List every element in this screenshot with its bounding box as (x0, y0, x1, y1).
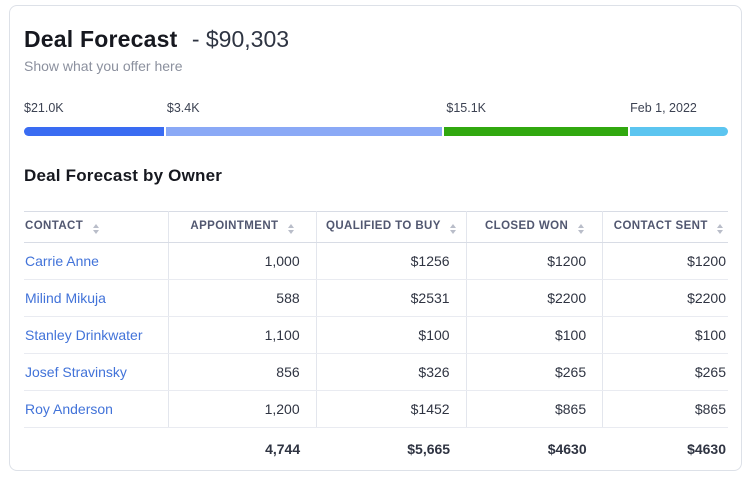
table-section-title: Deal Forecast by Owner (24, 166, 223, 185)
sort-icon[interactable] (288, 224, 295, 234)
table-row: Milind Mikuja 588 $2531 $2200 $2200 (24, 279, 728, 317)
table-header-row: CONTACT APPOINTMENT QUALIFIED TO BUY CLO… (24, 211, 728, 243)
closed-won-value: $1200 (466, 242, 604, 280)
contact-sent-value: $1200 (602, 242, 728, 280)
sort-icon[interactable] (577, 224, 584, 234)
appointment-value: 1,100 (168, 316, 317, 354)
sort-icon[interactable] (717, 224, 724, 234)
total-closed-won: $4630 (547, 441, 587, 457)
appointment-value: 856 (168, 353, 317, 391)
total-appointment: 4,744 (265, 441, 301, 457)
progress-segment-cyan (630, 127, 728, 136)
deal-forecast-table: CONTACT APPOINTMENT QUALIFIED TO BUY CLO… (24, 211, 728, 457)
contact-sent-value: $100 (602, 316, 728, 354)
contact-link[interactable]: Stanley Drinkwater (25, 327, 143, 343)
contact-link[interactable]: Roy Anderson (25, 401, 113, 417)
column-header-appointment[interactable]: APPOINTMENT (168, 211, 317, 243)
appointment-value: 1,000 (168, 242, 317, 280)
contact-sent-value: $265 (602, 353, 728, 391)
contact-link[interactable]: Josef Stravinsky (25, 364, 127, 380)
contact-link[interactable]: Carrie Anne (25, 253, 99, 269)
table-row: Carrie Anne 1,000 $1256 $1200 $1200 (24, 242, 728, 280)
progress-label-date: Feb 1, 2022 (630, 101, 697, 115)
qualified-value: $1256 (316, 242, 467, 280)
progress-segment-lightblue (166, 127, 443, 136)
progress-segment-green (444, 127, 629, 136)
closed-won-value: $265 (466, 353, 604, 391)
column-header-closed-won[interactable]: CLOSED WON (466, 211, 604, 243)
column-header-contact-sent[interactable]: CONTACT SENT (602, 211, 728, 243)
progress-label-closed-won: $15.1K (446, 101, 487, 115)
qualified-value: $100 (316, 316, 467, 354)
table-totals-row: 4,744 $5,665 $4630 $4630 (24, 428, 728, 458)
contact-sent-value: $2200 (602, 279, 728, 317)
contact-link[interactable]: Milind Mikuja (25, 290, 106, 306)
appointment-value: 588 (168, 279, 317, 317)
progress-labels: $21.0K $3.4K $15.1K Feb 1, 2022 (24, 101, 728, 117)
progress-label-appointment: $21.0K (24, 101, 64, 115)
table-row: Josef Stravinsky 856 $326 $265 $265 (24, 353, 728, 391)
qualified-value: $1452 (316, 390, 467, 428)
qualified-value: $2531 (316, 279, 467, 317)
sort-icon[interactable] (450, 224, 457, 234)
totals-spacer (24, 428, 168, 458)
progress-bar (24, 127, 728, 136)
progress-label-qualified: $3.4K (166, 101, 200, 115)
forecast-amount: - $90,303 (191, 26, 290, 52)
forecast-progress: $21.0K $3.4K $15.1K Feb 1, 2022 (24, 101, 728, 136)
deal-forecast-card: Deal Forecast - $90,303 Show what you of… (9, 5, 742, 471)
total-qualified: $5,665 (407, 441, 451, 457)
table-row: Roy Anderson 1,200 $1452 $865 $865 (24, 390, 728, 428)
page-subtitle: Show what you offer here (24, 58, 183, 74)
page-title: Deal Forecast - $90,303 (24, 25, 728, 53)
qualified-value: $326 (316, 353, 467, 391)
sort-icon[interactable] (92, 224, 99, 234)
closed-won-value: $100 (466, 316, 604, 354)
appointment-value: 1,200 (168, 390, 317, 428)
contact-sent-value: $865 (602, 390, 728, 428)
column-header-contact[interactable]: CONTACT (24, 211, 169, 243)
total-contact-sent: $4630 (687, 441, 726, 457)
closed-won-value: $2200 (466, 279, 604, 317)
column-header-qualified-to-buy[interactable]: QUALIFIED TO BUY (316, 211, 467, 243)
progress-segment-blue (24, 127, 165, 136)
table-row: Stanley Drinkwater 1,100 $100 $100 $100 (24, 316, 728, 354)
closed-won-value: $865 (466, 390, 604, 428)
page-title-text: Deal Forecast (24, 26, 178, 52)
